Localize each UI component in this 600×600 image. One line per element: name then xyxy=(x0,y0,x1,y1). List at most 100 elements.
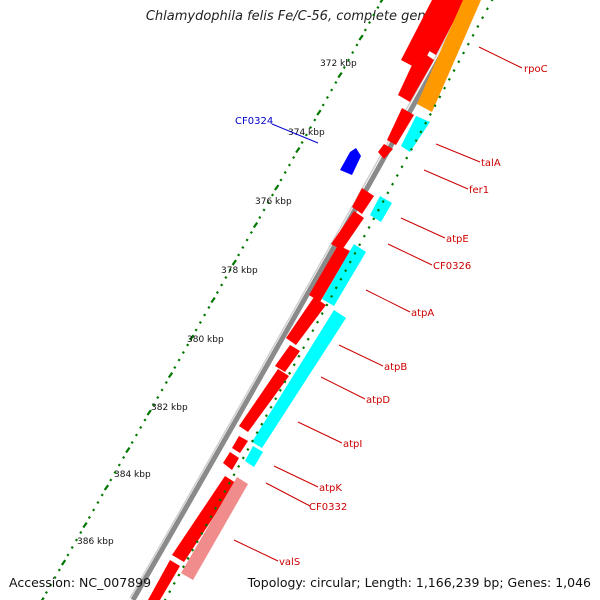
gene-arrow-tala[interactable] xyxy=(401,116,430,152)
tick-minor xyxy=(334,80,338,85)
tick-minor xyxy=(348,260,352,264)
tick-minor xyxy=(330,294,334,298)
tick-minor xyxy=(262,208,266,212)
gene-label-atpk[interactable]: atpK xyxy=(319,483,342,494)
tick-major xyxy=(125,446,131,454)
tick-minor xyxy=(485,7,489,11)
gene-label-atpd[interactable]: atpD xyxy=(366,395,390,406)
tick-minor xyxy=(300,140,304,145)
gene-label-atpb[interactable]: atpB xyxy=(384,362,407,373)
gene-label-rpoc[interactable]: rpoC xyxy=(524,64,548,75)
gene-arrow-fer1[interactable] xyxy=(378,144,393,159)
gene-arrow-fer1-c[interactable] xyxy=(387,108,414,145)
tick-minor xyxy=(53,575,57,580)
tick-minor xyxy=(325,303,329,307)
gene-arrow-cf0324[interactable] xyxy=(340,148,361,175)
gene-arrow-atpa[interactable] xyxy=(322,244,366,306)
tick-minor xyxy=(409,147,413,151)
gene-arrow-rpoc-tail[interactable] xyxy=(401,0,455,70)
gene-label-tala[interactable]: talA xyxy=(481,158,501,169)
tick-minor xyxy=(79,530,83,535)
gene-arrow-cf0326-a[interactable] xyxy=(352,188,374,214)
gene-label-vals[interactable]: valS xyxy=(279,557,300,568)
tick-minor xyxy=(224,275,228,280)
tick-minor xyxy=(358,243,362,247)
tick-minor xyxy=(309,125,313,130)
scale-label: 374 kbp xyxy=(288,128,325,138)
tick-minor xyxy=(100,493,104,497)
tick-minor xyxy=(113,470,117,475)
tick-major xyxy=(337,71,343,79)
gene-label-fer1[interactable]: fer1 xyxy=(469,185,489,196)
tick-minor xyxy=(181,565,185,569)
tick-minor xyxy=(181,350,185,355)
tick-minor xyxy=(191,548,195,552)
gene-arrow-cf0332-d[interactable] xyxy=(148,560,180,600)
tick-minor xyxy=(143,418,147,422)
tick-major xyxy=(295,146,301,154)
tick-minor xyxy=(424,121,428,125)
tick-minor xyxy=(122,455,126,460)
tick-minor xyxy=(241,456,245,460)
tick-minor xyxy=(462,51,466,55)
gene-label-cf0326[interactable]: CF0326 xyxy=(433,261,471,272)
leader-atpd xyxy=(320,376,366,400)
tick-minor xyxy=(311,329,315,333)
gene-arrow-vals[interactable] xyxy=(181,477,248,580)
tick-minor xyxy=(351,50,355,55)
tick-minor xyxy=(109,478,113,482)
gene-arrow-cf0332-a[interactable] xyxy=(232,436,248,453)
tick-minor xyxy=(117,463,121,467)
tick-minor xyxy=(237,464,241,468)
gene-arrow-atpb-b[interactable] xyxy=(286,297,326,345)
gene-arrow-atpd[interactable] xyxy=(252,310,346,448)
gene-arrow-fer1-b[interactable] xyxy=(398,50,434,102)
gene-label-atpi[interactable]: atpI xyxy=(343,439,362,450)
tick-minor xyxy=(346,58,351,62)
tick-minor xyxy=(209,515,213,519)
tick-minor xyxy=(168,590,172,594)
leader-atpk xyxy=(273,465,319,488)
gene-arrow-rpoc[interactable] xyxy=(417,0,481,112)
tick-minor xyxy=(452,69,456,73)
tick-minor xyxy=(173,365,177,370)
leader-fer1 xyxy=(423,169,469,190)
tick-minor xyxy=(270,193,275,197)
gene-arrow-atpb-a[interactable] xyxy=(309,245,350,302)
tick-minor xyxy=(264,414,268,418)
tick-minor xyxy=(92,508,96,512)
tick-major xyxy=(231,259,237,266)
gene-arrow-cf0332-c[interactable] xyxy=(172,476,236,562)
tick-minor xyxy=(279,178,283,182)
tick-minor xyxy=(381,199,385,204)
gene-label-atpa[interactable]: atpA xyxy=(411,308,434,319)
tick-minor xyxy=(443,86,447,90)
tick-minor xyxy=(249,230,253,235)
tick-major xyxy=(189,334,195,341)
tick-minor xyxy=(283,170,287,175)
leader-vals xyxy=(233,539,279,562)
tick-minor xyxy=(186,343,190,347)
gene-arrow-cf0332[interactable] xyxy=(223,452,239,470)
tick-minor xyxy=(481,16,485,20)
tick-minor xyxy=(376,208,380,212)
tick-minor xyxy=(204,523,208,527)
tick-minor xyxy=(186,556,190,560)
tick-minor xyxy=(342,65,346,70)
gene-label-cf0332[interactable]: CF0332 xyxy=(309,502,347,513)
tick-minor xyxy=(471,33,475,37)
gene-arrow-atpb-d[interactable] xyxy=(239,369,289,432)
gene-arrow-atpb[interactable] xyxy=(275,345,300,372)
leader-rpoc xyxy=(478,46,523,69)
gene-label-cf0324[interactable]: CF0324 xyxy=(235,116,273,127)
gene-arrow-atpe[interactable] xyxy=(370,196,392,222)
gene-arrow-cf0326[interactable] xyxy=(331,211,364,250)
tick-minor xyxy=(96,500,100,505)
tick-minor xyxy=(353,251,357,255)
scale-label: 382 kbp xyxy=(151,403,188,413)
gene-label-atpe[interactable]: atpE xyxy=(446,234,469,245)
tick-major xyxy=(274,184,280,191)
gene-arrow-atpk[interactable] xyxy=(245,446,263,467)
leader-atpa xyxy=(365,289,411,313)
